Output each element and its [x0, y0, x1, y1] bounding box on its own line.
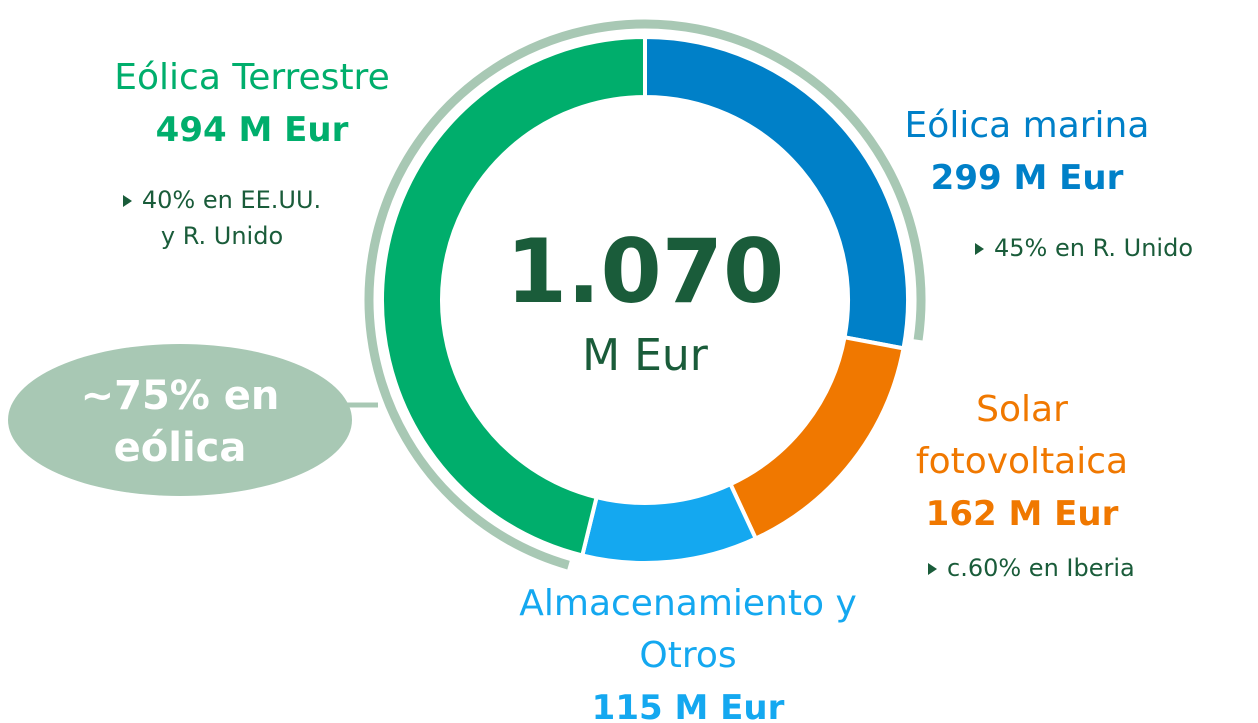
category-label: Eólica marina	[904, 105, 1150, 146]
value-label: 162 M Eur	[925, 494, 1119, 534]
note-text: 45% en R. Unido	[994, 234, 1194, 262]
segment-label: Almacenamiento y Otros 115 M Eur	[508, 578, 868, 723]
donut-segment	[727, 335, 906, 542]
bullet	[928, 563, 937, 575]
annotation: ~75% en eólica	[80, 373, 280, 471]
category-label: Almacenamiento y Otros	[519, 583, 857, 676]
donut-segment	[579, 481, 759, 565]
donut-segment	[380, 34, 647, 558]
center-value: 1.070	[505, 220, 785, 323]
segment-label: Eólica marina 299 M Eur	[867, 100, 1187, 204]
annotation-bubble	[8, 344, 352, 496]
category-label: Eólica Terrestre	[114, 57, 390, 98]
segment-note: c.60% en Iberia	[928, 550, 1135, 586]
bullet	[122, 195, 132, 207]
segment-note: 40% en EE.UU. y R. Unido	[112, 182, 332, 254]
bullet	[975, 243, 984, 255]
value-label: 299 M Eur	[930, 158, 1124, 198]
segment-note: 45% en R. Unido	[975, 230, 1193, 266]
segment-label: Eólica Terrestre 494 M Eur	[72, 52, 432, 156]
segment-label: Solar fotovoltaica 162 M Eur	[897, 384, 1147, 540]
category-label: Solar fotovoltaica	[915, 389, 1129, 482]
value-label: 115 M Eur	[591, 688, 785, 723]
note-text: c.60% en Iberia	[947, 554, 1135, 582]
value-label: 494 M Eur	[155, 110, 349, 150]
center-unit: M Eur	[582, 330, 708, 381]
wind-band	[364, 19, 926, 570]
note-text: 40% en EE.UU. y R. Unido	[141, 186, 322, 250]
